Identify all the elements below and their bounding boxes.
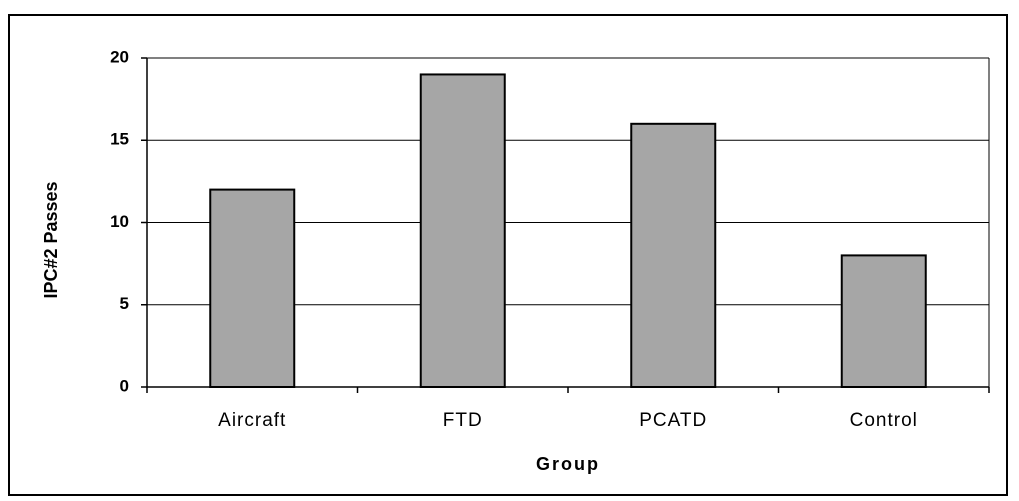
x-tick-label: FTD bbox=[443, 410, 483, 431]
bar-ftd bbox=[419, 73, 506, 388]
bar-aircraft bbox=[209, 188, 296, 388]
x-tick-label: PCATD bbox=[639, 410, 707, 431]
x-axis-title: Group bbox=[536, 454, 600, 474]
axes bbox=[141, 57, 990, 393]
bar-pcatd bbox=[630, 122, 717, 389]
x-tick-label: Control bbox=[850, 410, 918, 431]
x-tick-label: Aircraft bbox=[218, 410, 286, 431]
y-tick-label: 20 bbox=[110, 47, 129, 66]
y-tick-label: 5 bbox=[120, 294, 129, 313]
bars bbox=[209, 73, 927, 389]
tick-labels: 0 5 10 15 20 Aircraft FTD PCATD Control bbox=[110, 47, 918, 431]
y-axis-title: IPC#2 Passes bbox=[41, 181, 61, 298]
y-tick-label: 10 bbox=[110, 212, 129, 231]
bar-control bbox=[840, 254, 927, 388]
y-tick-label: 15 bbox=[110, 130, 129, 149]
y-tick-label: 0 bbox=[120, 376, 129, 395]
